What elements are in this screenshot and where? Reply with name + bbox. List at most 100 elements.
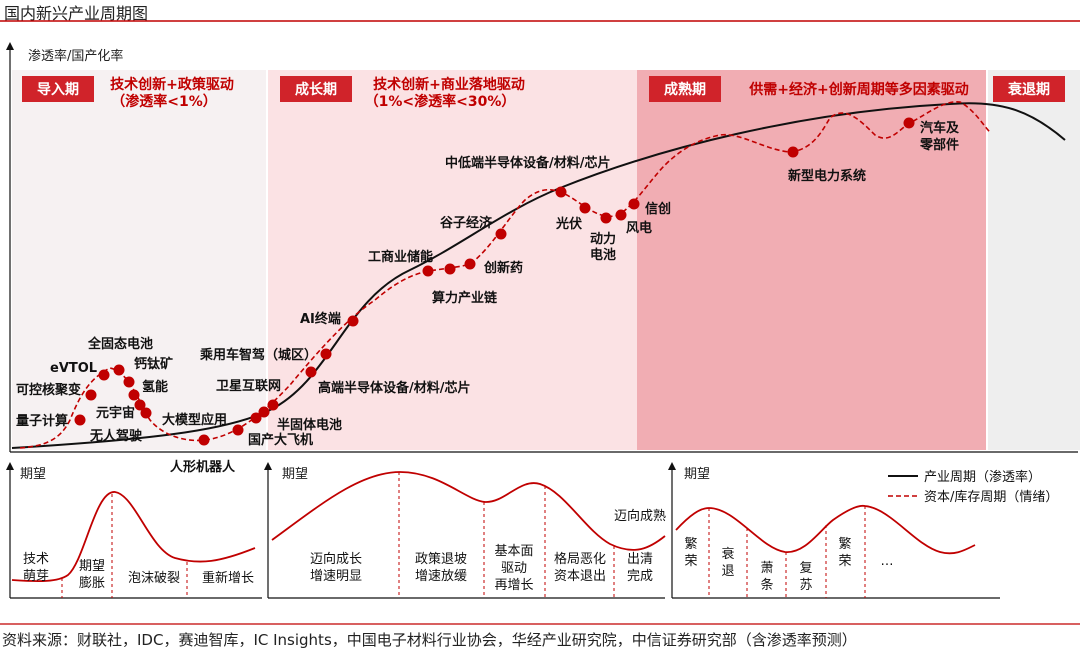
stage-name: 衰退期 — [1007, 81, 1050, 98]
industry-dot — [320, 348, 332, 360]
phase-label: … — [881, 554, 894, 569]
industry-label: 算力产业链 — [432, 290, 498, 306]
industry-label: 卫星互联网 — [216, 379, 281, 394]
page-title: 国内新兴产业周期图 — [4, 4, 149, 23]
sub-y-label: 期望 — [282, 466, 308, 482]
phase-label: 萌芽 — [23, 569, 49, 584]
industry-dot — [444, 263, 456, 275]
phase-label: 出清 — [627, 552, 653, 567]
industry-dot — [600, 212, 612, 224]
phase-label: 荣 — [684, 554, 697, 569]
industry-dot — [98, 369, 110, 381]
capital-cycle-curve — [19, 101, 991, 449]
stage-name: 导入期 — [37, 82, 79, 98]
industry-label: 零部件 — [919, 137, 959, 153]
industry-label: 工商业储能 — [368, 249, 433, 265]
industry-labels: 量子计算 可控核聚变 eVTOL 全固态电池 钙钛矿 氢能 元宇宙 无人驾驶 人… — [16, 120, 960, 475]
stage-desc: 技术创新+政策驱动 — [110, 76, 234, 93]
industry-label: 汽车及 — [920, 120, 960, 136]
industry-dot — [250, 412, 262, 424]
industry-dot — [628, 198, 640, 210]
industry-label: 创新药 — [483, 260, 523, 276]
industry-dot — [305, 366, 317, 378]
legend-label: 资本/库存周期（情绪） — [924, 489, 1058, 505]
industry-dot — [579, 202, 591, 214]
phase-label: 衰 — [721, 546, 734, 562]
sub-panel-1: 期望 技术 萌芽 期望 膨胀 泡沫破裂 重新增长 — [6, 462, 262, 599]
industry-dot — [464, 258, 476, 270]
industry-label: 氢能 — [142, 379, 168, 395]
industry-label: 国产大飞机 — [248, 432, 313, 448]
sub-curve — [271, 471, 666, 551]
phase-label: 繁 — [684, 536, 697, 552]
industry-dot — [495, 228, 507, 240]
stage-label-intro: 导入期 — [22, 76, 94, 102]
sub-panel-2: 期望 迈向成长 增速明显 政策退坡 增速放缓 基本面 驱动 再增长 格局恶化 资… — [264, 462, 666, 599]
phase-label: 期望 — [79, 558, 105, 574]
phase-label: 政策退坡 — [415, 551, 467, 567]
industry-label: 乘用车智驾（城区） — [199, 347, 317, 363]
phase-label: 条 — [760, 577, 773, 593]
industry-label: 电池 — [590, 247, 616, 263]
legend-label: 产业周期（渗透率） — [924, 469, 1041, 485]
stage-divider — [986, 70, 988, 450]
industry-dot — [74, 414, 86, 426]
industry-label: 高端半导体设备/材料/芯片 — [318, 380, 471, 396]
phase-label: 资本退出 — [554, 569, 606, 584]
y-axis-label: 渗透率/国产化率 — [28, 48, 123, 64]
stage-desc: （渗透率<1%） — [111, 93, 217, 110]
industry-dot — [555, 186, 567, 198]
industry-cycle-curve — [11, 102, 1066, 449]
industry-label: 谷子经济 — [440, 215, 493, 231]
sub-panel-3: 期望 繁 荣 衰 退 萧 条 复 苏 繁 荣 … — [668, 462, 1000, 599]
sub-curve — [11, 491, 256, 583]
stage-desc: （1%<渗透率<30%） — [365, 93, 516, 110]
stage-desc: 供需+经济+创新周期等多因素驱动 — [748, 81, 968, 98]
industry-label: 大模型应用 — [162, 412, 227, 428]
stage-bg-mature — [637, 70, 987, 450]
industry-label: 量子计算 — [16, 413, 68, 429]
legend: 产业周期（渗透率） 资本/库存周期（情绪） — [888, 469, 1058, 505]
industry-label: 全固态电池 — [87, 336, 153, 352]
phase-label: 格局恶化 — [554, 551, 606, 567]
industry-label: eVTOL — [50, 361, 97, 376]
phase-label: 增速明显 — [310, 569, 362, 584]
industry-dot — [128, 389, 140, 401]
phase-label: 重新增长 — [202, 570, 254, 586]
phase-label: 膨胀 — [79, 576, 105, 591]
industry-dot — [232, 424, 244, 436]
industry-label: 光伏 — [555, 216, 582, 232]
stage-bg-decline — [987, 70, 1080, 450]
industry-dots — [74, 117, 915, 446]
stage-label-decline: 衰退期 — [993, 76, 1065, 102]
phase-label: 完成 — [627, 569, 653, 584]
industry-dot — [198, 434, 210, 446]
industry-label: 可控核聚变 — [16, 382, 81, 398]
industry-label: 中低端半导体设备/材料/芯片 — [445, 155, 611, 171]
main-axes — [6, 42, 1078, 453]
industry-dot — [347, 315, 359, 327]
phase-label: 繁 — [838, 536, 851, 552]
phase-label: 荣 — [838, 554, 851, 569]
industry-dot — [615, 209, 627, 221]
sub-y-label: 期望 — [20, 466, 46, 482]
phase-label: 基本面 — [494, 544, 533, 559]
phase-label: 驱动 — [501, 561, 527, 576]
industry-dot — [140, 407, 152, 419]
industry-dot — [85, 389, 97, 401]
stage-bg-intro — [12, 70, 267, 450]
industry-label: 风电 — [626, 220, 652, 236]
stage-desc: 技术创新+商业落地驱动 — [373, 76, 525, 93]
industry-label: 钙钛矿 — [134, 356, 173, 372]
phase-label: 退 — [721, 564, 734, 579]
industry-label: 无人驾驶 — [89, 428, 142, 444]
industry-dot — [258, 406, 270, 418]
stage-label-mature: 成熟期 — [649, 76, 721, 102]
industry-dot — [903, 117, 915, 129]
sub-y-label: 期望 — [684, 466, 710, 482]
industry-label: AI终端 — [300, 311, 341, 327]
stage-name: 成长期 — [295, 81, 337, 98]
industry-label: 动力 — [590, 231, 616, 247]
phase-label: 迈向成长 — [310, 551, 362, 567]
